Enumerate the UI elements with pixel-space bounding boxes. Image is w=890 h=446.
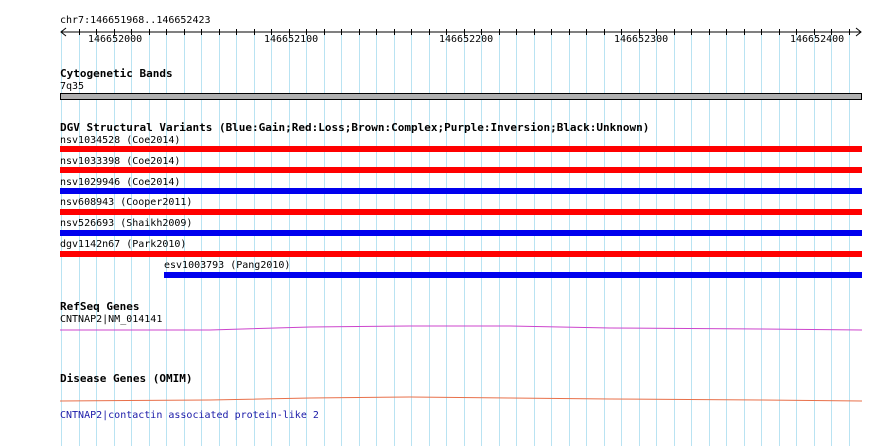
region-label: chr7:146651968..146652423	[60, 15, 211, 26]
tick-label-5: 146652400	[790, 34, 845, 45]
cytoband-bar[interactable]	[60, 93, 862, 100]
tick-label-2: 146652100	[264, 34, 319, 45]
cytoband-title: Cytogenetic Bands	[60, 67, 173, 80]
variant-bar-gain[interactable]	[60, 188, 862, 194]
variant-label[interactable]: nsv608943 (Cooper2011)	[60, 197, 193, 208]
dgv-title: DGV Structural Variants (Blue:Gain;Red:L…	[60, 121, 650, 134]
variant-bar-loss[interactable]	[60, 209, 862, 215]
variant-label[interactable]: esv1003793 (Pang2010)	[164, 260, 291, 271]
variant-label[interactable]: nsv1033398 (Coe2014)	[60, 156, 181, 167]
variant-bar-loss[interactable]	[60, 251, 862, 257]
tick-label-1: 146652000	[88, 34, 143, 45]
variant-label[interactable]: nsv1034528 (Coe2014)	[60, 135, 181, 146]
refseq-title: RefSeq Genes	[60, 300, 140, 313]
cytoband-label[interactable]: 7q35	[60, 81, 85, 92]
tick-label-4: 146652300	[614, 34, 669, 45]
variant-bar-loss[interactable]	[60, 167, 862, 173]
omim-gene-label[interactable]: CNTNAP2|contactin associated protein-lik…	[60, 410, 319, 421]
variant-label[interactable]: nsv526693 (Shaikh2009)	[60, 218, 193, 229]
omim-title: Disease Genes (OMIM)	[60, 372, 193, 385]
variant-bar-loss[interactable]	[60, 146, 862, 152]
variant-bar-gain[interactable]	[164, 272, 862, 278]
variant-label[interactable]: dgv1142n67 (Park2010)	[60, 239, 187, 250]
ruler-axis	[60, 27, 862, 37]
refseq-gene-line[interactable]	[0, 322, 890, 332]
variant-label[interactable]: nsv1029946 (Coe2014)	[60, 177, 181, 188]
tick-label-3: 146652200	[439, 34, 494, 45]
omim-gene-line[interactable]	[0, 394, 890, 404]
refseq-gene-label[interactable]: CNTNAP2|NM_014141	[60, 314, 163, 325]
variant-bar-gain[interactable]	[60, 230, 862, 236]
